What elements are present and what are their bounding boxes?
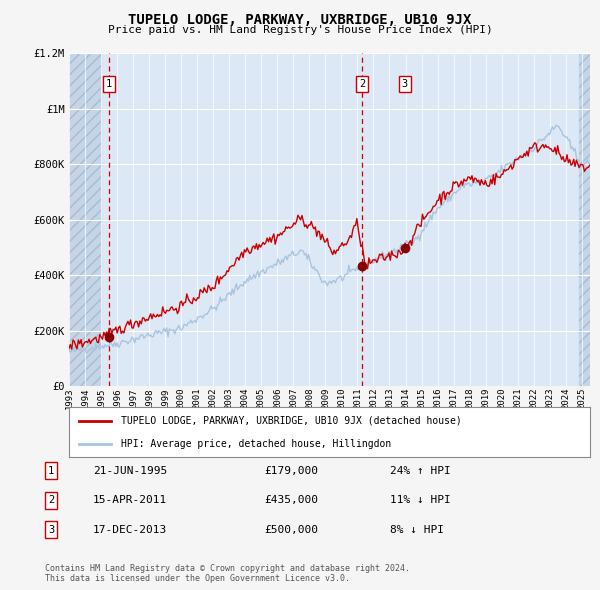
Text: 17-DEC-2013: 17-DEC-2013 <box>93 525 167 535</box>
Text: 1: 1 <box>106 78 112 88</box>
Text: £500,000: £500,000 <box>264 525 318 535</box>
Bar <box>69 53 101 386</box>
Text: 24% ↑ HPI: 24% ↑ HPI <box>390 466 451 476</box>
Text: 3: 3 <box>48 525 54 535</box>
Text: HPI: Average price, detached house, Hillingdon: HPI: Average price, detached house, Hill… <box>121 439 391 449</box>
Text: 15-APR-2011: 15-APR-2011 <box>93 496 167 505</box>
Text: £435,000: £435,000 <box>264 496 318 505</box>
Text: 11% ↓ HPI: 11% ↓ HPI <box>390 496 451 505</box>
Text: TUPELO LODGE, PARKWAY, UXBRIDGE, UB10 9JX: TUPELO LODGE, PARKWAY, UXBRIDGE, UB10 9J… <box>128 13 472 27</box>
Text: 3: 3 <box>402 78 408 88</box>
Text: TUPELO LODGE, PARKWAY, UXBRIDGE, UB10 9JX (detached house): TUPELO LODGE, PARKWAY, UXBRIDGE, UB10 9J… <box>121 415 462 425</box>
Bar <box>579 53 590 386</box>
Text: 8% ↓ HPI: 8% ↓ HPI <box>390 525 444 535</box>
Text: 2: 2 <box>48 496 54 505</box>
Text: 21-JUN-1995: 21-JUN-1995 <box>93 466 167 476</box>
Text: Contains HM Land Registry data © Crown copyright and database right 2024.
This d: Contains HM Land Registry data © Crown c… <box>45 564 410 583</box>
Text: £179,000: £179,000 <box>264 466 318 476</box>
Text: Price paid vs. HM Land Registry's House Price Index (HPI): Price paid vs. HM Land Registry's House … <box>107 25 493 35</box>
Bar <box>579 53 590 386</box>
Text: 1: 1 <box>48 466 54 476</box>
Bar <box>69 53 101 386</box>
Text: 2: 2 <box>359 78 365 88</box>
